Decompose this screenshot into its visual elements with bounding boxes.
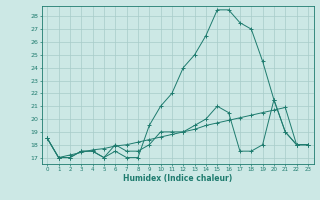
X-axis label: Humidex (Indice chaleur): Humidex (Indice chaleur) bbox=[123, 174, 232, 183]
